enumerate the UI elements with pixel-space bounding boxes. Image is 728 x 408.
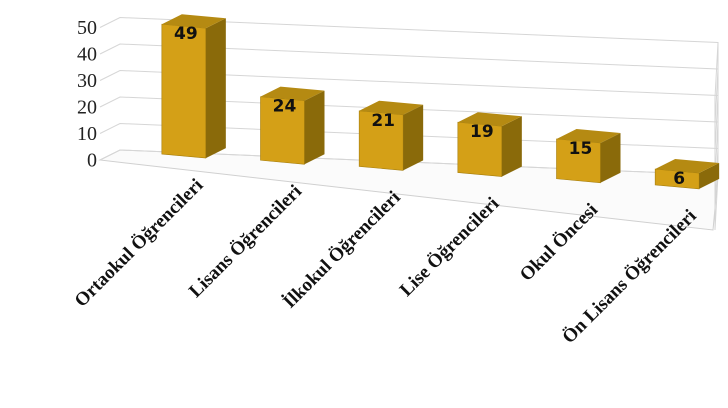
data-label: 21 [371, 111, 395, 131]
data-label: 6 [673, 169, 685, 189]
y-tick-label: 20 [77, 97, 97, 119]
data-label: 15 [569, 139, 593, 159]
bar-side [304, 90, 325, 165]
bar [260, 86, 325, 165]
y-tick-label: 30 [77, 70, 97, 92]
y-tick-label: 40 [77, 44, 97, 66]
bar-side [501, 116, 522, 177]
bar-top [161, 14, 226, 29]
y-axis-ticks: 0 10 20 30 40 50 [77, 17, 97, 172]
bar-top [556, 129, 621, 143]
data-label: 49 [174, 24, 198, 44]
data-labels: 49 24 21 19 15 6 [174, 24, 685, 189]
bar-front [161, 23, 207, 159]
data-label: 19 [470, 122, 494, 142]
category-label: Lise Öğrencileri [396, 193, 504, 301]
y-tick-label: 10 [77, 123, 97, 145]
bar [161, 14, 226, 159]
bar [358, 100, 424, 171]
bar-top [655, 159, 720, 174]
bar-side [699, 163, 720, 189]
bar-top [359, 100, 424, 115]
y-tick-label: 0 [87, 150, 97, 172]
category-label: Lisans Öğrencileri [185, 181, 306, 302]
gridline [99, 43, 719, 125]
bar-side [600, 133, 621, 183]
gridline [99, 16, 719, 98]
bar [654, 159, 720, 190]
bar-top [457, 112, 522, 127]
bar [457, 112, 522, 177]
category-label: Ortaokul Öğrencileri [71, 175, 208, 312]
bar-side [205, 18, 226, 159]
bar [556, 129, 621, 184]
bar-top [260, 86, 325, 101]
y-tick-label: 50 [77, 17, 97, 39]
bar-side [403, 104, 424, 171]
category-label: İlkokul Öğrencileri [279, 187, 404, 312]
data-label: 24 [273, 97, 297, 117]
bars [161, 14, 720, 190]
gridline [99, 69, 719, 151]
